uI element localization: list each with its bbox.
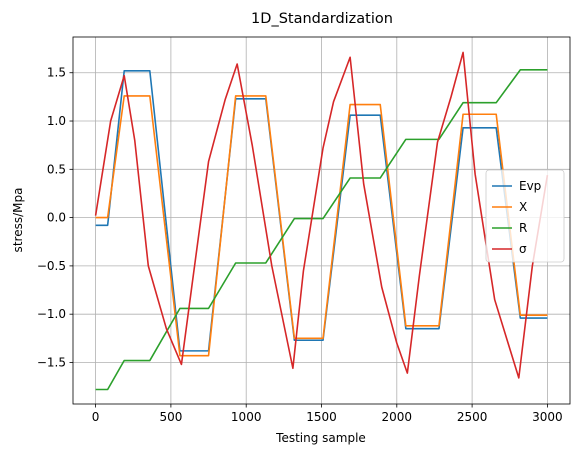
- x-tick-label: 2000: [382, 410, 413, 424]
- y-tick-label: 0.5: [47, 162, 66, 176]
- legend-label: X: [519, 200, 527, 214]
- x-axis-title: Testing sample: [275, 431, 366, 445]
- y-tick-label: 1.0: [47, 114, 66, 128]
- series-line: [94, 51, 549, 379]
- x-tick-label: 0: [92, 410, 100, 424]
- x-tick-label: 2500: [457, 410, 488, 424]
- y-axis-title: stress/Mpa: [11, 188, 25, 253]
- x-tick-label: 500: [159, 410, 182, 424]
- y-tick-label: −0.5: [37, 259, 66, 273]
- y-tick-label: 1.5: [47, 66, 66, 80]
- series-line: [95, 70, 548, 352]
- x-ticks: 0 500 1000 1500 2000 2500 3000: [92, 404, 563, 424]
- legend-box: [485, 169, 565, 263]
- legend: Evp XRσ: [485, 169, 565, 263]
- series-layer: [94, 51, 549, 391]
- y-tick-label: 0.0: [47, 211, 66, 225]
- x-tick-label: 3000: [532, 410, 563, 424]
- x-tick-label: 1000: [231, 410, 262, 424]
- y-ticks: −1.5 −1.0 −0.5 0.0 0.5 1.0 1.5: [37, 66, 73, 369]
- grid: [73, 37, 570, 404]
- y-tick-label: −1.0: [37, 307, 66, 321]
- legend-label: Evp: [519, 179, 541, 193]
- y-tick-label: −1.5: [37, 355, 66, 369]
- legend-label: σ: [519, 242, 527, 256]
- chart-title: 1D_Standardization: [251, 11, 393, 27]
- legend-label: R: [519, 221, 527, 235]
- x-tick-label: 1500: [306, 410, 337, 424]
